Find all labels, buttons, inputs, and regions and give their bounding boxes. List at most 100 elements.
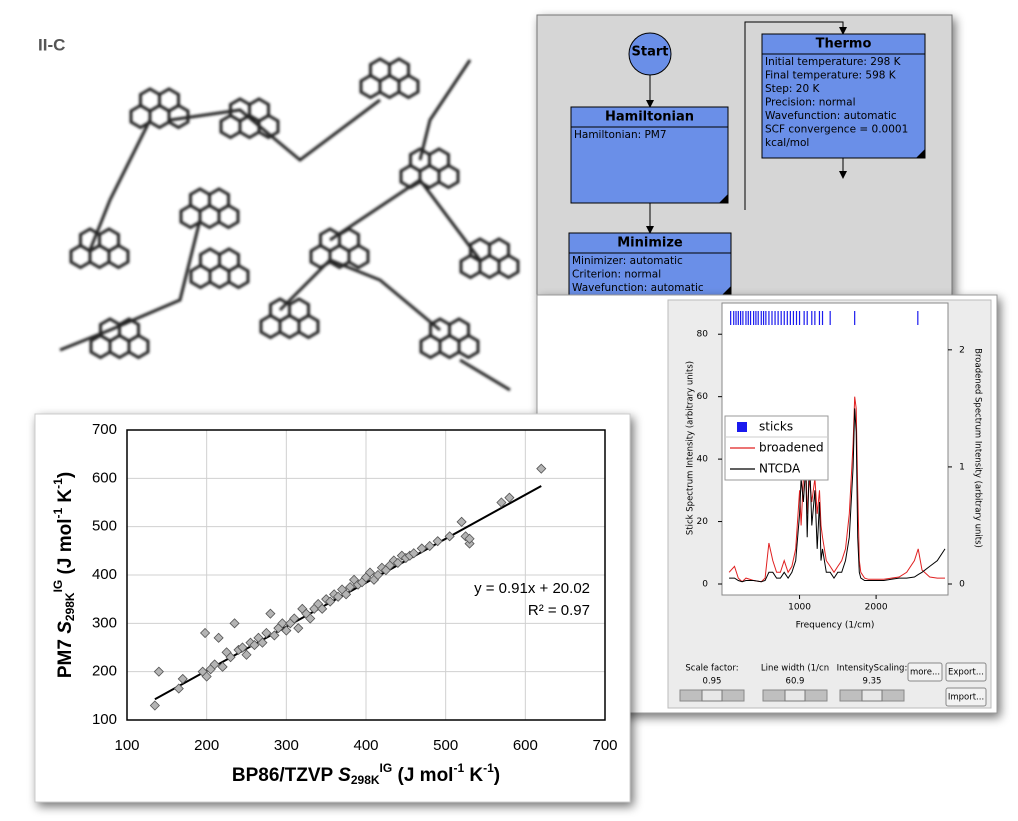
x-tick-label: 1000: [788, 603, 811, 613]
y-tick-label: 300: [92, 614, 117, 631]
label-part: K: [55, 489, 76, 508]
y-tick-label: 700: [92, 421, 117, 438]
slider-thumb[interactable]: [701, 689, 723, 702]
ring: [127, 333, 150, 360]
y-tick-label: 500: [92, 518, 117, 535]
node-title: Hamiltonian: [605, 110, 694, 125]
ring: [438, 333, 461, 360]
node-corner: [719, 194, 728, 203]
label-part: S: [55, 621, 76, 634]
point: [289, 613, 300, 624]
annotation: R² = 0.97: [528, 602, 590, 619]
label-part: S: [338, 765, 351, 786]
point: [504, 492, 515, 503]
ring: [227, 263, 250, 290]
y2-tick-label: 0: [959, 580, 965, 590]
button-label[interactable]: Import...: [948, 693, 984, 703]
point: [265, 608, 276, 619]
ring: [217, 203, 240, 230]
node-box: [570, 106, 729, 204]
label-part: -1: [51, 508, 65, 519]
x-tick-label: 400: [353, 737, 378, 754]
point: [201, 671, 212, 682]
point: [293, 623, 304, 634]
slider-thumb[interactable]: [784, 689, 806, 702]
ring: [419, 333, 442, 360]
label-part: -1: [483, 761, 494, 775]
label-part: K: [464, 765, 483, 786]
legend-swatch: [737, 422, 747, 432]
point: [213, 632, 224, 643]
node-line: Step: 20 K: [765, 83, 820, 95]
ring: [219, 113, 242, 140]
slider-thumb[interactable]: [861, 689, 883, 702]
button[interactable]: [945, 687, 987, 707]
point: [432, 536, 443, 547]
point: [345, 582, 356, 593]
ring: [378, 73, 401, 100]
ring: [478, 253, 501, 280]
annotation: y = 0.91x + 20.02: [474, 580, 590, 597]
legend-label: sticks: [759, 420, 793, 434]
y-tick-label: 60: [697, 392, 709, 402]
node-line: Wavefunction: automatic: [765, 110, 897, 122]
x-tick-label: 200: [194, 737, 219, 754]
ring: [88, 243, 111, 270]
node-corner: [916, 149, 925, 158]
button[interactable]: [907, 662, 943, 682]
ring: [108, 333, 131, 360]
point: [341, 589, 352, 600]
arrow: [744, 21, 847, 210]
ring: [437, 163, 460, 190]
label-part: PM7: [55, 634, 76, 678]
point: [153, 666, 164, 677]
y2-tick-label: 2: [959, 345, 965, 355]
node-box: [568, 232, 732, 296]
bonds: [59, 59, 511, 392]
node-line: Final temperature: 598 K: [765, 70, 897, 82]
label-part: (J mol: [392, 765, 453, 786]
point: [305, 613, 316, 624]
ring: [259, 313, 282, 340]
plot-frame: [126, 429, 606, 721]
point: [364, 567, 376, 578]
point: [333, 591, 344, 602]
label-part: IG: [51, 580, 65, 593]
control-label: Line width (1/cn: [761, 664, 829, 674]
node-line: Initial temperature: 298 K: [765, 56, 902, 68]
ring: [89, 333, 112, 360]
node-line: Criterion: normal: [572, 269, 661, 281]
point: [269, 630, 280, 641]
y-tick-label: 100: [92, 711, 117, 728]
y2-axis-label: Broadened Spectrum Intensity (arbitrary …: [973, 348, 983, 548]
point: [408, 548, 419, 559]
workflow-panel: Start Hamiltonian Hamiltonian: PM7 Minimiz…: [536, 14, 953, 296]
ring: [129, 103, 152, 130]
button-label[interactable]: more...: [910, 668, 940, 678]
ring: [107, 243, 130, 270]
y-axis-label: Stick Spectrum Intensity (arbitrary unit…: [686, 361, 696, 535]
button-label[interactable]: Export...: [948, 668, 984, 678]
node-title: Minimize: [617, 236, 683, 251]
x-tick-label: 2000: [865, 603, 888, 613]
control-value: 0.95: [703, 677, 722, 687]
point: [237, 642, 248, 653]
point: [464, 533, 475, 544]
point: [217, 661, 228, 672]
point: [149, 700, 160, 711]
y-axis-label: PM7 S298KIG (J mol-1 K-1): [51, 472, 77, 678]
y-tick-label: 40: [697, 455, 709, 465]
ring: [497, 253, 520, 280]
x-tick-label: 700: [592, 737, 617, 754]
x-axis-label: BP86/TZVP S298KIG (J mol-1 K-1): [232, 761, 500, 787]
ring: [459, 253, 482, 280]
ring: [208, 263, 231, 290]
button[interactable]: [945, 662, 987, 682]
label-part: -1: [453, 761, 464, 775]
legend-label: broadened: [759, 441, 824, 455]
ring: [347, 243, 370, 270]
ring: [167, 103, 190, 130]
point: [229, 618, 240, 629]
x-axis-label: Frequency (1/cm): [796, 621, 875, 631]
